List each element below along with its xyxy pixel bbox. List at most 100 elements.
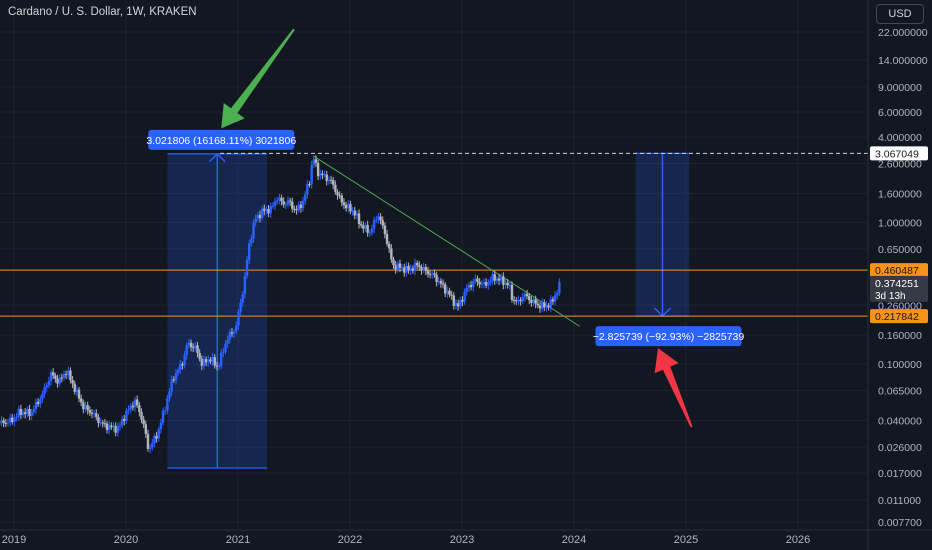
candle-body	[332, 180, 335, 185]
candle-body	[334, 184, 337, 192]
candle-body	[19, 408, 23, 415]
candle-body	[489, 280, 492, 283]
candle-body	[200, 358, 204, 366]
candle-body	[142, 419, 145, 425]
candle-body	[377, 216, 380, 220]
candle-body	[220, 352, 223, 366]
candle-body	[11, 417, 14, 423]
candle-body	[286, 200, 290, 205]
candle-body	[351, 210, 354, 212]
candle-body	[69, 370, 72, 381]
candle-body	[187, 342, 191, 346]
measure-ranges[interactable]	[167, 152, 690, 469]
candle-body	[344, 204, 348, 209]
candle-body	[209, 359, 212, 362]
candle-body	[534, 299, 537, 304]
price-axis[interactable]: 22.000000 14.000000 9.000000 6.000000 4.0000…	[867, 0, 928, 550]
green-annotation-arrow[interactable]	[221, 28, 295, 129]
candle-body	[39, 399, 42, 405]
candle-body	[497, 278, 501, 281]
candle-body	[235, 325, 238, 332]
candle-body	[418, 265, 421, 268]
candle-body	[15, 416, 18, 418]
candle-body	[32, 409, 36, 413]
candle-body	[381, 220, 384, 226]
candle-body	[153, 435, 156, 444]
candle-body	[450, 294, 453, 296]
candle-body	[4, 423, 8, 425]
lower-level-price-label-bg	[870, 309, 928, 324]
candle-body	[41, 394, 44, 400]
candle-body	[383, 225, 387, 234]
candle-body	[164, 410, 167, 412]
candle-body	[379, 216, 382, 221]
candle-body	[538, 305, 542, 309]
candle-body	[368, 232, 372, 234]
candle-body	[480, 283, 484, 285]
candle-body	[316, 162, 320, 177]
candle-body	[428, 274, 432, 276]
candle-body	[82, 402, 85, 410]
candle-body	[295, 209, 298, 211]
candle-body	[75, 389, 79, 393]
candle-body	[168, 391, 171, 399]
time-axis[interactable]: 2019 2020 2021 2022 2023 2024 2025 2026	[0, 529, 932, 546]
time-tick-label: 2021	[226, 534, 250, 546]
candle-body	[452, 295, 456, 306]
candle-body	[36, 401, 40, 405]
candle-body	[461, 300, 464, 302]
candle-body	[500, 276, 503, 281]
candle-body	[189, 342, 193, 348]
candle-body	[230, 332, 234, 334]
candle-body	[108, 425, 111, 430]
candle-body	[136, 399, 139, 406]
price-tick-label: 2.600000	[878, 158, 922, 170]
current-price-label-bg	[870, 275, 928, 302]
candle-body	[26, 408, 29, 415]
candle-body	[73, 383, 76, 393]
candle-body	[493, 274, 496, 281]
price-tick-label: 6.000000	[878, 107, 922, 119]
candle-body	[148, 447, 152, 449]
candle-body	[372, 219, 376, 229]
candle-body	[416, 262, 419, 266]
candle-body	[472, 281, 475, 288]
candle-body	[118, 425, 122, 427]
candle-body	[204, 359, 208, 363]
candle-body	[355, 213, 359, 216]
candle-body	[265, 208, 268, 211]
candle-body	[433, 273, 436, 275]
candle-body	[411, 268, 415, 271]
candle-body	[519, 299, 522, 302]
candle-body	[504, 282, 507, 286]
candle-body	[437, 280, 440, 282]
candle-body	[256, 214, 260, 219]
measure-label-box	[148, 129, 295, 150]
candle-body	[329, 179, 333, 181]
candle-body	[435, 274, 438, 282]
annotation-arrows[interactable]	[221, 28, 693, 428]
measure-labels: 3.021806 (16168.11%) 3021806 −2.825739 (−…	[146, 129, 744, 347]
candle-body	[43, 387, 46, 395]
red-annotation-arrow[interactable]	[654, 347, 693, 428]
candle-body	[276, 200, 279, 202]
candle-body	[357, 213, 361, 225]
candle-body	[13, 417, 16, 423]
candle-body	[288, 200, 292, 202]
candle-body	[448, 290, 451, 295]
candle-body	[8, 417, 12, 423]
currency-button[interactable]: USD	[876, 4, 924, 24]
candle-body	[422, 267, 425, 271]
candle-body	[250, 238, 253, 244]
candle-body	[245, 259, 249, 276]
candle-body	[508, 284, 512, 286]
candle-body	[282, 201, 285, 205]
price-tick-label: 0.160000	[878, 330, 922, 342]
candle-body	[176, 370, 180, 374]
candle-body	[301, 200, 305, 209]
candle-body	[127, 409, 130, 411]
candle-body	[226, 339, 229, 344]
candle-body	[56, 378, 59, 384]
candle-body	[237, 311, 240, 326]
